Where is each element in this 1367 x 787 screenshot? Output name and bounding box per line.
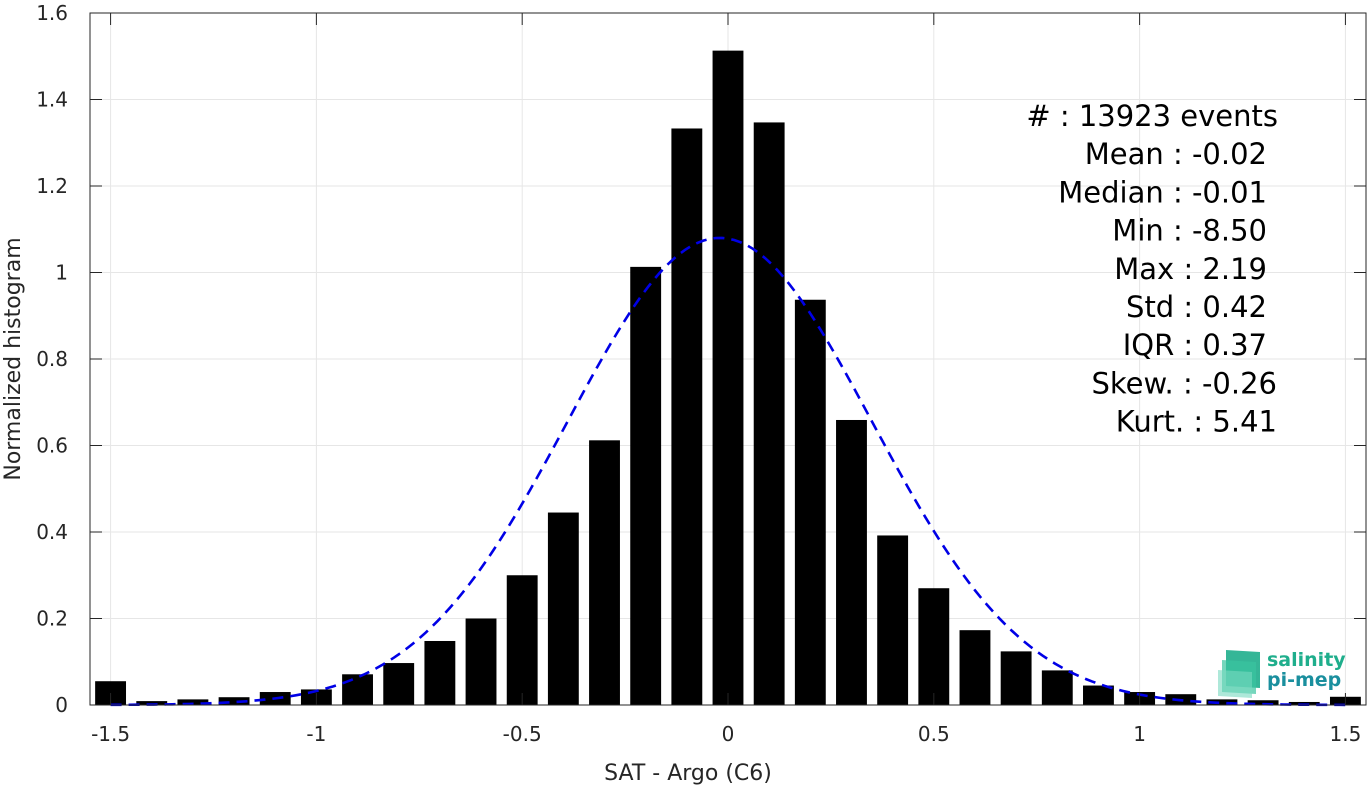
histogram-bar <box>424 640 456 705</box>
y-tick-label: 0.4 <box>36 520 68 544</box>
stat-line: Std : 0.42 <box>1126 290 1267 324</box>
axis-ticks <box>90 12 1366 706</box>
y-axis-label: Normalized histogram <box>1 237 26 480</box>
x-tick-label: 0 <box>722 722 735 746</box>
stat-line: # : 13923 events <box>1026 99 1278 133</box>
stat-line: IQR : 0.37 <box>1123 328 1267 362</box>
x-tick-label: -1 <box>306 722 326 746</box>
x-tick-labels: -1.5 -1 -0.5 0 0.5 1 1.5 <box>91 722 1361 746</box>
stat-line: Max : 2.19 <box>1114 252 1267 286</box>
logo-mark-icon <box>1218 650 1260 698</box>
histogram-bars <box>95 50 1361 706</box>
y-tick-labels: 0 0.2 0.4 0.6 0.8 1 1.2 1.4 1.6 <box>36 1 68 717</box>
y-tick-label: 0.8 <box>36 347 68 371</box>
x-tick-label: -0.5 <box>503 722 542 746</box>
histogram-bar <box>794 299 826 705</box>
y-tick-label: 0 <box>55 693 68 717</box>
histogram-bar <box>918 588 950 705</box>
statistics-annotation: # : 13923 events Mean : -0.02 Median : -0.… <box>1026 99 1278 439</box>
x-tick-label: 1 <box>1133 722 1146 746</box>
salinity-pimep-logo: salinity pi-mep <box>1218 649 1346 698</box>
logo-text-pimep: pi-mep <box>1267 669 1341 691</box>
histogram-bar <box>959 630 991 705</box>
histogram-bar <box>1083 685 1114 705</box>
histogram-bar <box>836 419 867 705</box>
histogram-bar <box>589 440 620 705</box>
histogram-bar <box>547 512 579 705</box>
histogram-bar <box>753 122 785 706</box>
y-tick-label: 1 <box>55 261 68 285</box>
x-tick-label: 1.5 <box>1330 722 1362 746</box>
y-tick-label: 1.6 <box>36 1 68 25</box>
histogram-bar <box>465 618 497 705</box>
histogram-bar <box>342 674 373 705</box>
stat-line: Min : -8.50 <box>1112 214 1267 248</box>
y-tick-label: 0.6 <box>36 434 68 458</box>
histogram-bar <box>177 699 209 705</box>
y-tick-label: 1.2 <box>36 174 68 198</box>
x-axis-label: SAT - Argo (C6) <box>604 761 772 786</box>
histogram-bar <box>1000 651 1032 705</box>
histogram-bar <box>383 663 415 705</box>
histogram-bar <box>506 575 538 705</box>
stat-line: Median : -0.01 <box>1058 175 1267 209</box>
histogram-bar <box>1041 670 1073 705</box>
x-tick-label: 0.5 <box>918 722 950 746</box>
histogram-bar <box>218 697 250 705</box>
x-tick-label: -1.5 <box>91 722 130 746</box>
stat-line: Mean : -0.02 <box>1085 137 1267 171</box>
y-tick-label: 0.2 <box>36 607 68 631</box>
histogram-bar <box>1206 699 1238 705</box>
histogram-bar <box>136 701 168 705</box>
y-tick-label: 1.4 <box>36 88 68 112</box>
histogram-bar <box>1247 700 1279 705</box>
histogram-bar <box>671 128 703 706</box>
histogram-bar <box>877 535 909 705</box>
stat-line: Skew. : -0.26 <box>1091 366 1277 400</box>
logo-text-salinity: salinity <box>1267 649 1346 671</box>
stat-line: Kurt. : 5.41 <box>1116 405 1277 439</box>
histogram-bar <box>712 50 744 705</box>
histogram-bar <box>630 266 662 705</box>
